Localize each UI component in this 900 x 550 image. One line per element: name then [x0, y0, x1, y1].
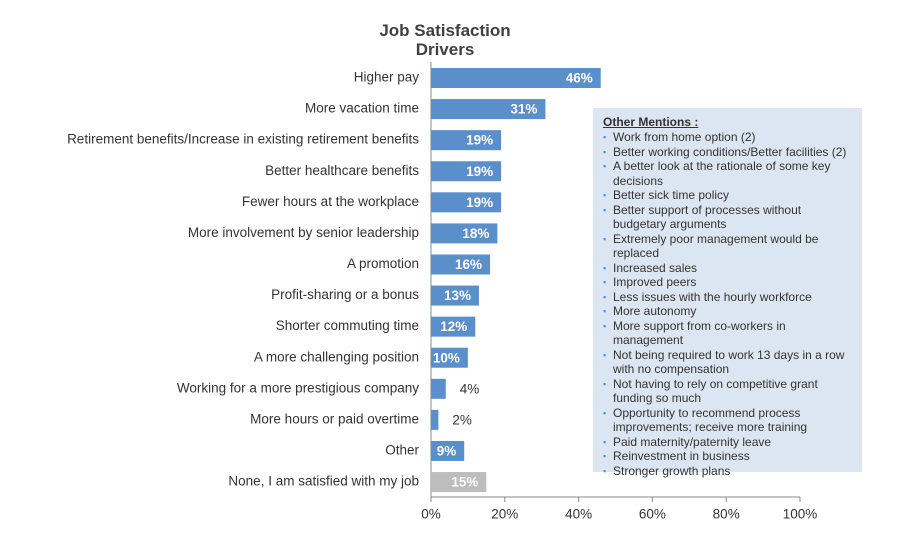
- bar: [431, 316, 476, 337]
- y-tick-label: A more challenging position: [254, 349, 419, 364]
- annotation-title: Other Mentions :: [603, 115, 699, 129]
- annotation-item: More support from co-workers in manageme…: [603, 319, 854, 348]
- annotation-item: Paid maternity/paternity leave: [603, 435, 854, 450]
- x-tick-label: 0%: [421, 507, 441, 522]
- data-label: 19%: [466, 195, 493, 210]
- data-label: 46%: [566, 71, 593, 86]
- y-tick-label: Retirement benefits/Increase in existing…: [67, 132, 419, 147]
- bar: [431, 68, 601, 88]
- y-tick-label: More hours or paid overtime: [250, 411, 419, 426]
- x-tick-label: 20%: [491, 507, 518, 522]
- data-label: 31%: [510, 102, 537, 117]
- data-label: 19%: [466, 133, 493, 148]
- annotation-item: Better working conditions/Better facilit…: [603, 145, 854, 160]
- annotation-item: Extremely poor management would be repla…: [603, 232, 854, 261]
- bar: [431, 130, 502, 151]
- bar: [431, 223, 498, 244]
- x-tick-label: 40%: [565, 507, 592, 522]
- bar: [431, 409, 439, 430]
- bar: [431, 254, 491, 275]
- annotation-list: Work from home option (2)Better working …: [603, 130, 854, 478]
- y-tick-label: Fewer hours at the workplace: [242, 194, 419, 209]
- data-label: 19%: [466, 164, 493, 179]
- data-label: 2%: [452, 412, 472, 427]
- data-label: 16%: [455, 257, 482, 272]
- annotation-item: Increased sales: [603, 261, 854, 276]
- annotation-item: A better look at the rationale of some k…: [603, 159, 854, 188]
- x-tick-label: 80%: [713, 507, 740, 522]
- data-label: 13%: [444, 288, 471, 303]
- y-tick-label: Shorter commuting time: [276, 318, 419, 333]
- y-tick-label: Higher pay: [354, 70, 420, 85]
- annotation-item: More autonomy: [603, 304, 854, 319]
- annotation-item: Work from home option (2): [603, 130, 854, 145]
- data-label: 15%: [451, 475, 478, 490]
- annotation-item: Better sick time policy: [603, 188, 854, 203]
- y-tick-label: More vacation time: [305, 101, 419, 116]
- data-label: 9%: [437, 444, 457, 459]
- y-tick-label: None, I am satisfied with my job: [228, 474, 419, 489]
- annotation-item: Reinvestment in business: [603, 449, 854, 464]
- annotation-item: Opportunity to recommend process improve…: [603, 406, 854, 435]
- bar: [431, 378, 446, 399]
- y-tick-label: Working for a more prestigious company: [177, 380, 419, 395]
- data-label: 4%: [460, 381, 480, 396]
- bar: [431, 472, 487, 493]
- y-tick-label: Better healthcare benefits: [265, 163, 419, 178]
- y-tick-label: A promotion: [347, 256, 419, 271]
- bar: [431, 440, 465, 461]
- annotation-item: Less issues with the hourly workforce: [603, 290, 854, 305]
- bar: [431, 347, 468, 368]
- y-tick-label: Other: [385, 443, 419, 458]
- data-label: 10%: [433, 350, 460, 365]
- annotation-item: Not having to rely on competitive grant …: [603, 377, 854, 406]
- data-label: 18%: [462, 226, 489, 241]
- annotation-item: Not being required to work 13 days in a …: [603, 348, 854, 377]
- chart-title: Job Satisfaction Drivers: [379, 21, 511, 59]
- annotation-item: Improved peers: [603, 275, 854, 290]
- annotation-item: Stronger growth plans: [603, 464, 854, 479]
- bar: [431, 285, 479, 306]
- annotation-box: Other Mentions : Work from home option (…: [593, 108, 862, 478]
- bar: [431, 99, 546, 120]
- y-tick-label: More involvement by senior leadership: [188, 225, 419, 240]
- annotation-item: Better support of processes without budg…: [603, 203, 854, 232]
- x-tick-label: 100%: [783, 507, 818, 522]
- bar: [431, 161, 502, 182]
- data-label: 12%: [440, 319, 467, 334]
- x-tick-label: 60%: [639, 507, 666, 522]
- bar: [431, 192, 502, 213]
- y-tick-label: Profit-sharing or a bonus: [271, 287, 419, 302]
